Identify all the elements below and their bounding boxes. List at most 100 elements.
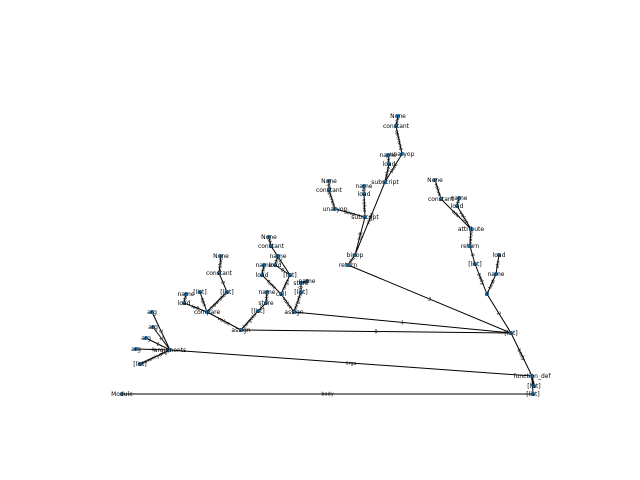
- node-label: name: [450, 195, 467, 202]
- tree-node-s3al: [362, 192, 366, 196]
- node-label: constant: [206, 270, 233, 277]
- node-label: subscript: [371, 179, 399, 186]
- node-label: load: [383, 161, 396, 168]
- node-label: None: [390, 113, 406, 120]
- edge-label: ctx: [182, 294, 190, 303]
- edge-fargs-arg0: [135, 348, 171, 351]
- edges-layer: [122, 115, 535, 395]
- tree-node-s0v: [205, 310, 209, 314]
- edge-label: value: [393, 114, 402, 129]
- node-label: compare: [194, 309, 221, 316]
- edge-label: left: [190, 304, 200, 313]
- tree-node-s0cmp: [225, 290, 229, 294]
- edge-s1-s1v: [280, 293, 295, 313]
- edge-s1args-s1a: [274, 264, 291, 276]
- tree-node-s2tl: [497, 253, 501, 257]
- tree-node-s3bn: [386, 153, 390, 157]
- node-label: assign: [284, 309, 303, 316]
- edge-label: value: [217, 257, 225, 271]
- node-label: name: [258, 289, 275, 296]
- edge-label: test: [487, 279, 496, 290]
- edge-label: operand: [393, 129, 403, 151]
- tree-node-s2rv: [469, 227, 473, 231]
- edge-label: ctx: [300, 279, 309, 287]
- node-label: load: [178, 300, 191, 307]
- edge-label: 3: [427, 296, 432, 303]
- edge-s2r-s2rv: [469, 228, 472, 247]
- edge-s0v-s0cmp: [206, 291, 228, 313]
- node-label: load: [256, 272, 269, 279]
- tree-node-s0c: [217, 271, 221, 275]
- edge-label: ctx: [260, 266, 267, 275]
- node-label: call: [276, 291, 287, 298]
- node-label: None: [261, 234, 277, 241]
- tree-node-s3bic: [394, 124, 398, 128]
- node-label: [list]: [526, 391, 540, 398]
- edge-s3b-s3bl: [384, 163, 390, 183]
- node-label: [list]: [294, 289, 308, 296]
- tree-node-s0cv: [219, 254, 223, 258]
- tree-node-posargs: [138, 362, 142, 366]
- tree-node-s2r: [468, 244, 472, 248]
- edge-label: value: [383, 166, 392, 181]
- node-label: name: [487, 271, 504, 278]
- node-label: constant: [316, 187, 343, 194]
- tree-node-s3bi: [400, 152, 404, 156]
- tree-node-s0ops: [198, 290, 202, 294]
- node-label: constant: [258, 243, 285, 250]
- node-label: load: [493, 252, 506, 259]
- edge-s2rv-s2rc: [440, 198, 472, 230]
- edge-label: ops: [199, 297, 208, 308]
- tree-node-s3aic: [327, 188, 331, 192]
- tree-node-root: [120, 392, 124, 396]
- node-label: assign: [231, 327, 250, 334]
- edge-s0-s0v: [206, 311, 242, 331]
- tree-node-s1tn: [305, 279, 309, 283]
- edge-label: 0: [259, 304, 265, 310]
- tree-node-s3v: [353, 253, 357, 257]
- edge-s1args-s1c: [270, 245, 291, 276]
- tree-node-s3: [346, 263, 350, 267]
- tree-node-s1an: [276, 254, 280, 258]
- edge-label: slice: [344, 209, 356, 218]
- edge-label: targets: [292, 292, 304, 311]
- edge-fbody-s3: [347, 264, 512, 334]
- tree-node-s3bl: [387, 162, 391, 166]
- edge-label: ctx: [384, 155, 391, 163]
- tree-node-s3ai: [333, 207, 337, 211]
- edge-s1v-s1args: [280, 274, 291, 295]
- edge-s3ai-s3aic: [328, 189, 336, 210]
- node-label: [list]: [193, 289, 207, 296]
- node-label: [list]: [283, 272, 297, 279]
- node-label: subscript: [351, 214, 379, 221]
- node-label: None: [427, 177, 443, 184]
- tree-node-s2t: [494, 272, 498, 276]
- edge-fd-fargs: [169, 349, 533, 377]
- tree-node-s2rcv: [433, 178, 437, 182]
- edge-label: ctx: [495, 260, 502, 269]
- tree-node-fname: [532, 384, 536, 388]
- edge-fd-fbody: [510, 332, 533, 377]
- edge-label: body: [475, 272, 485, 286]
- edge-label: name: [528, 374, 537, 389]
- edge-label: 2: [495, 311, 502, 317]
- tree-node-arg1: [144, 336, 148, 340]
- edge-label: value: [216, 316, 231, 328]
- tree-node-arg3: [150, 310, 154, 314]
- edge-s3a-s3al: [363, 193, 366, 218]
- edge-label: attr: [450, 209, 461, 220]
- node-label: arg: [147, 309, 157, 316]
- tree-node-s0ln: [184, 292, 188, 296]
- node-label: constant: [428, 196, 455, 203]
- tree-node-s0l: [182, 301, 186, 305]
- node-label: arg: [141, 335, 151, 342]
- edge-label: 0: [279, 267, 285, 274]
- tree-node-s1a: [273, 263, 277, 267]
- tree-node-s2: [485, 292, 489, 296]
- edge-fbody-s0: [240, 329, 512, 334]
- tree-node-s1v: [279, 292, 283, 296]
- edge-fargs-arg3: [151, 311, 171, 351]
- edge-s1v-s1f: [261, 274, 282, 295]
- edge-label: ctx: [455, 198, 463, 207]
